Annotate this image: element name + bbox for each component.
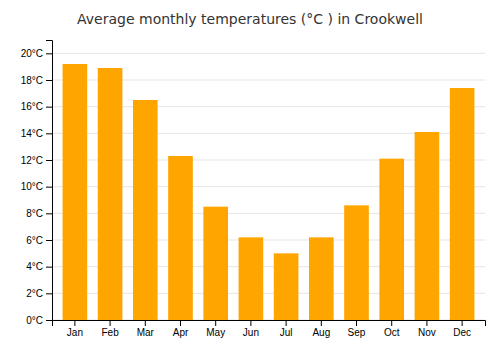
x-tick: May	[206, 320, 225, 338]
y-tick: 12°C	[21, 155, 52, 166]
grid	[52, 53, 485, 320]
bar	[133, 100, 158, 320]
x-tick-mark	[145, 320, 146, 326]
bar	[415, 132, 440, 320]
x-tick-mark	[356, 320, 357, 326]
x-tick: Oct	[384, 320, 400, 338]
x-tick: Apr	[173, 320, 189, 338]
x-tick-mark	[250, 320, 251, 326]
y-tick-label: 14°C	[21, 128, 43, 139]
chart: 0°C 2°C 4°C 6°C 8°C 10°C 12°C 14°C 16°C 18°C 20°C J…	[0, 0, 500, 350]
x-tick-label: May	[206, 327, 225, 338]
y-tick-mark	[46, 160, 52, 161]
x-tick-label: Mar	[137, 327, 155, 338]
x-tick-label: Nov	[418, 327, 436, 338]
bar	[203, 207, 228, 320]
y-tick-mark	[46, 240, 52, 241]
bar	[379, 159, 404, 320]
x-tick-label: Feb	[101, 327, 119, 338]
y-tick: 8°C	[26, 208, 52, 219]
y-tick-mark	[46, 213, 52, 214]
x-tick-mark	[321, 320, 322, 326]
x-tick: Dec	[453, 320, 471, 338]
y-tick-label: 10°C	[21, 181, 43, 192]
bar	[344, 205, 369, 320]
y-tick-label: 8°C	[26, 208, 43, 219]
x-tick-label: Jan	[67, 327, 83, 338]
y-tick: 20°C	[21, 48, 52, 59]
y-tick-mark	[46, 53, 52, 54]
bar	[450, 88, 475, 320]
x-tick-mark	[391, 320, 392, 326]
y-tick: 4°C	[26, 261, 52, 272]
y-tick-mark	[46, 107, 52, 108]
title: Average monthly temperatures (°C ) in Cr…	[77, 11, 423, 27]
x-tick-mark	[110, 320, 111, 326]
y-tick-label: 4°C	[26, 261, 43, 272]
x-tick-label: Jul	[280, 327, 293, 338]
x-axis: Jan Feb Mar Apr May Jun Jul Aug Sep Oct Nov Dec	[53, 320, 486, 338]
x-tick: Feb	[101, 320, 119, 338]
y-tick-label: 16°C	[21, 101, 43, 112]
x-tick: Nov	[418, 320, 436, 338]
bars	[63, 64, 475, 320]
y-axis-line	[46, 41, 53, 321]
y-tick-mark	[46, 267, 52, 268]
y-tick-mark	[46, 320, 52, 321]
y-tick-label: 6°C	[26, 235, 43, 246]
x-tick-mark	[215, 320, 216, 326]
x-tick-mark	[462, 320, 463, 326]
x-tick-mark	[286, 320, 287, 326]
bar	[63, 64, 88, 320]
x-tick: Jul	[280, 320, 293, 338]
bar	[274, 253, 299, 320]
bar	[98, 68, 123, 320]
bar	[168, 156, 193, 320]
y-tick: 2°C	[26, 288, 52, 299]
y-tick: 14°C	[21, 128, 52, 139]
y-tick-label: 2°C	[26, 288, 43, 299]
x-tick: Sep	[348, 320, 366, 338]
y-tick-mark	[46, 293, 52, 294]
y-tick: 18°C	[21, 75, 52, 86]
y-tick-mark	[46, 187, 52, 188]
x-tick-label: Aug	[312, 327, 330, 338]
grid-line	[52, 53, 485, 54]
x-tick: Jan	[67, 320, 83, 338]
x-tick: Mar	[137, 320, 155, 338]
x-tick-label: Apr	[173, 327, 189, 338]
y-axis: 0°C 2°C 4°C 6°C 8°C 10°C 12°C 14°C 16°C 18°C 20°C	[21, 41, 53, 326]
y-tick-label: 20°C	[21, 48, 43, 59]
y-tick: 0°C	[26, 315, 52, 326]
x-tick: Aug	[312, 320, 330, 338]
x-tick-label: Dec	[453, 327, 471, 338]
y-tick-mark	[46, 80, 52, 81]
y-tick-label: 18°C	[21, 75, 43, 86]
x-tick-label: Sep	[348, 327, 366, 338]
y-tick: 6°C	[26, 235, 52, 246]
bar	[309, 237, 334, 320]
y-tick-mark	[46, 133, 52, 134]
x-tick-label: Oct	[384, 327, 400, 338]
x-tick-mark	[74, 320, 75, 326]
plot: 0°C 2°C 4°C 6°C 8°C 10°C 12°C 14°C 16°C 18°C 20°C J…	[21, 41, 486, 339]
y-tick-label: 12°C	[21, 155, 43, 166]
x-tick-mark	[426, 320, 427, 326]
x-tick-label: Jun	[243, 327, 259, 338]
x-tick-mark	[180, 320, 181, 326]
bar	[239, 237, 264, 320]
x-tick: Jun	[243, 320, 259, 338]
y-tick: 16°C	[21, 101, 52, 112]
y-tick: 10°C	[21, 181, 52, 192]
x-axis-line	[53, 321, 486, 327]
y-tick-label: 0°C	[26, 315, 43, 326]
